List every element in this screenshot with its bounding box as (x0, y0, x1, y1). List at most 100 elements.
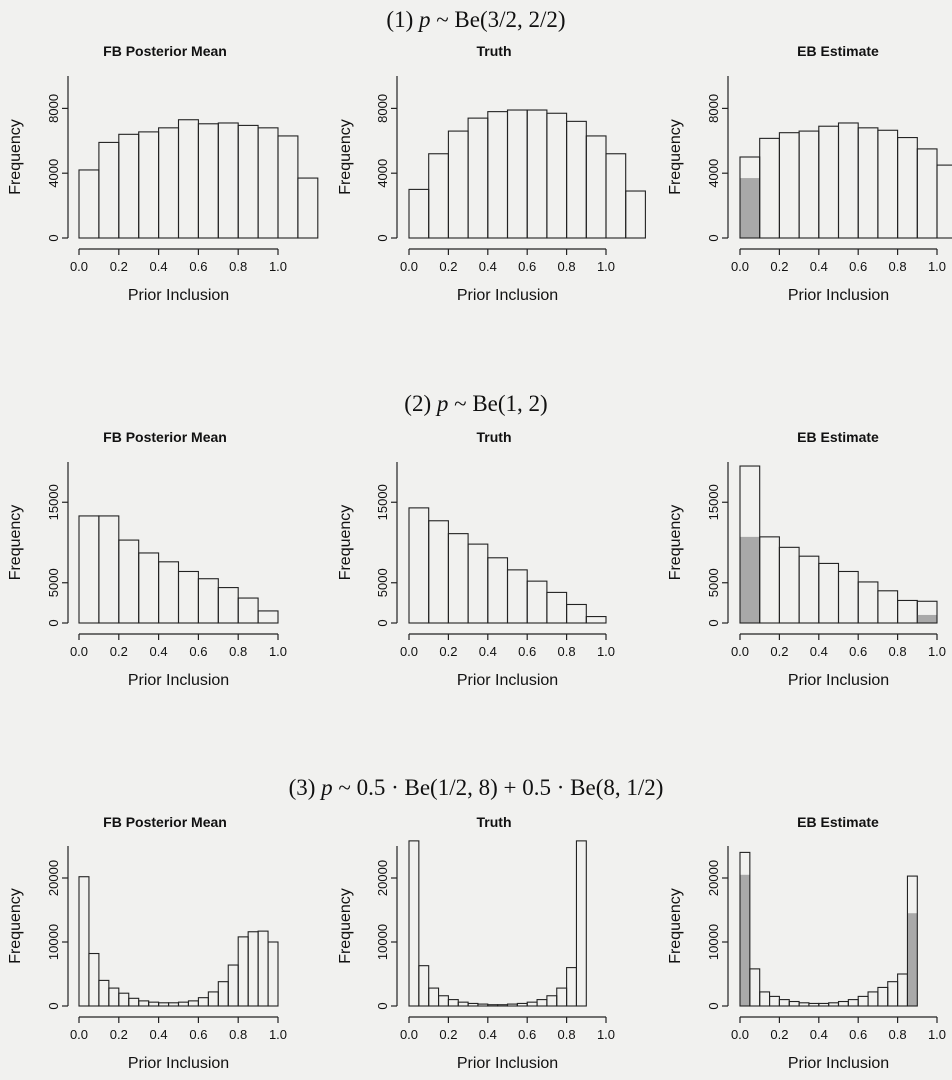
r2c1-bar-1 (98, 515, 120, 624)
r3c1-bar-2 (98, 979, 110, 1007)
r3c1-y-axis-label: Frequency (7, 888, 24, 964)
r1c2-y-tick-label-2: 8000 (375, 94, 390, 123)
r3c1-bar-10 (177, 1001, 189, 1007)
r3c3-bar-0 (739, 851, 751, 1007)
r2c3-bar-6 (857, 581, 879, 624)
r1c2-y-tick-label-0: 0 (375, 234, 390, 241)
r3c3-bar-13 (867, 991, 879, 1007)
r3c2-x-tick-label-1: 0.2 (439, 1027, 457, 1042)
r1c3-bar-10 (936, 164, 952, 239)
row-title-1: (1) p ~ Be(3/2, 2/2) (386, 7, 565, 32)
r1c1-x-tick-label-2: 0.4 (150, 259, 168, 274)
r3c2-bar-13 (536, 999, 548, 1007)
r2c2-x-axis-label: Prior Inclusion (457, 672, 558, 689)
r3c1-bar-6 (138, 1000, 150, 1007)
r1c3-bar-4 (818, 125, 840, 239)
r1c3-y-tick-label-2: 8000 (706, 94, 721, 123)
r2c3-bar-1 (759, 536, 780, 624)
r3c3-shaded-bar-17 (907, 913, 918, 1006)
r2c3-y-tick-label-1: 5000 (706, 568, 721, 597)
r1c2-bar-4 (487, 111, 509, 239)
r3c3-y-tick-label-0: 0 (706, 1002, 721, 1009)
r2c1-x-tick-label-0: 0.0 (70, 644, 88, 659)
r3c3-x-tick-label-4: 0.8 (889, 1027, 907, 1042)
row-title-2: (2) p ~ Be(1, 2) (404, 391, 547, 416)
r3c2-bar-8 (487, 1004, 499, 1007)
r1c2-bar-9 (585, 135, 607, 239)
r3c1-bar-19 (267, 941, 279, 1007)
r3c3-x-tick-label-1: 0.2 (770, 1027, 788, 1042)
r3c3-bar-15 (887, 981, 899, 1007)
r3c1-bar-12 (197, 997, 209, 1007)
r1c1-x-tick-label-1: 0.2 (110, 259, 128, 274)
r2c2-x-tick-label-3: 0.6 (518, 644, 536, 659)
r2c2-y-tick-label-2: 15000 (375, 484, 390, 520)
r3c1-bar-1 (88, 952, 100, 1007)
r3c1-bar-15 (227, 964, 239, 1007)
r3c3-bar-5 (788, 1000, 800, 1007)
r2c3-x-tick-label-0: 0.0 (731, 644, 749, 659)
r3c3-bar-17 (906, 875, 918, 1007)
r3c2-bar-4 (447, 999, 459, 1007)
r3c3-x-axis-label: Prior Inclusion (788, 1055, 889, 1072)
r1c2-x-tick-label-0: 0.0 (400, 259, 418, 274)
r1c2-bar-8 (566, 120, 587, 239)
r3c1-x-tick-label-1: 0.2 (110, 1027, 128, 1042)
r1c2-bar-3 (467, 117, 489, 239)
r1c1-y-tick-label-1: 4000 (46, 159, 61, 188)
r3c1-x-tick-label-5: 1.0 (269, 1027, 287, 1042)
r2c3-y-axis-label: Frequency (667, 505, 684, 581)
r3c1-x-tick-label-2: 0.4 (150, 1027, 168, 1042)
r3c1-bar-16 (237, 936, 249, 1007)
r3c3-bar-6 (798, 1002, 810, 1007)
r3c3-bar-2 (759, 991, 771, 1007)
r1c3-y-axis-label: Frequency (667, 119, 684, 195)
r2c3-x-tick-label-1: 0.2 (770, 644, 788, 659)
r2c3-x-axis-label: Prior Inclusion (788, 672, 889, 689)
r1c3-y-tick-label-1: 4000 (706, 159, 721, 188)
r3c2-y-axis-label: Frequency (337, 888, 354, 964)
r2c1-y-tick-label-2: 15000 (46, 484, 61, 520)
r2c3-shaded-bar-0 (740, 536, 760, 623)
r3c2-bar-16 (566, 967, 577, 1007)
r2c1-bar-6 (197, 578, 219, 624)
r1c2-x-tick-label-3: 0.6 (518, 259, 536, 274)
r3c2-y-tick-label-1: 10000 (375, 924, 390, 960)
r2c1-y-tick-label-1: 5000 (46, 568, 61, 597)
r3c1-bar-7 (148, 1001, 160, 1007)
r2c2-bar-7 (546, 591, 568, 624)
r2c3-x-tick-label-5: 1.0 (928, 644, 946, 659)
r2c3-shaded-bar-9 (917, 614, 937, 623)
r1c3-x-tick-label-3: 0.6 (849, 259, 867, 274)
r3c2-y-tick-label-0: 0 (375, 1002, 390, 1009)
r1c3-bar-5 (837, 122, 859, 239)
r2c3-bar-7 (877, 590, 899, 624)
r2c3-panel-title: EB Estimate (797, 429, 879, 445)
r2c1-x-axis-label: Prior Inclusion (128, 672, 229, 689)
r1c3-y-tick-label-0: 0 (706, 234, 721, 241)
r1c3-panel-title: EB Estimate (797, 43, 879, 59)
r2c1-bar-8 (237, 597, 259, 624)
r1c3-x-tick-label-0: 0.0 (731, 259, 749, 274)
r2c3-x-tick-label-4: 0.8 (889, 644, 907, 659)
r2c1-y-tick-label-0: 0 (46, 619, 61, 626)
r1c2-panel-title: Truth (477, 43, 512, 59)
r3c1-bar-18 (257, 930, 269, 1007)
r3c2-x-tick-label-5: 1.0 (597, 1027, 615, 1042)
r3c3-y-tick-label-2: 20000 (706, 860, 721, 896)
r2c1-bar-9 (257, 610, 279, 624)
r3c3-bar-9 (828, 1002, 840, 1007)
r2c2-y-axis-label: Frequency (337, 505, 354, 581)
r1c2-y-tick-label-1: 4000 (375, 159, 390, 188)
r2c1-x-tick-label-2: 0.4 (150, 644, 168, 659)
r3c3-panel-title: EB Estimate (797, 814, 879, 830)
r3c2-x-tick-label-2: 0.4 (479, 1027, 497, 1042)
r1c1-y-tick-label-0: 0 (46, 234, 61, 241)
r2c2-bar-5 (506, 569, 528, 624)
r3c3-x-tick-label-2: 0.4 (810, 1027, 828, 1042)
r1c2-bar-11 (625, 190, 646, 239)
r1c2-x-tick-label-5: 1.0 (597, 259, 615, 274)
r1c1-x-tick-label-3: 0.6 (189, 259, 207, 274)
r3c3-bar-16 (897, 973, 908, 1007)
